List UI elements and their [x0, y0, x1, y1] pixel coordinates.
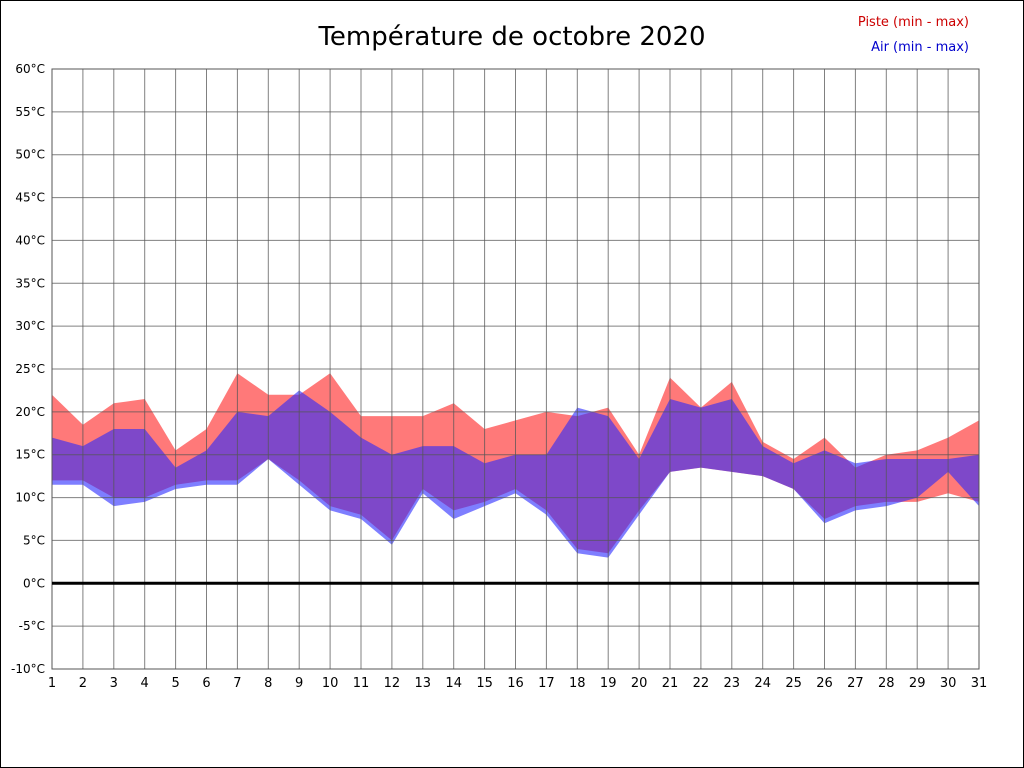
- y-tick-label: 35°C: [15, 276, 45, 290]
- y-tick-label: -5°C: [19, 619, 45, 633]
- x-tick-label: 3: [110, 676, 118, 691]
- y-tick-label: 25°C: [15, 362, 45, 376]
- y-tick-label: 45°C: [15, 191, 45, 205]
- plot-border: [51, 68, 980, 670]
- x-tick-label: 15: [476, 676, 493, 691]
- y-tick-label: 40°C: [15, 233, 45, 247]
- x-tick-label: 27: [847, 676, 864, 691]
- x-tick-label: 23: [724, 676, 741, 691]
- x-tick-label: 29: [909, 676, 926, 691]
- x-tick-label: 31: [971, 676, 988, 691]
- x-tick-label: 1: [48, 676, 56, 691]
- x-tick-label: 11: [353, 676, 370, 691]
- x-tick-label: 12: [384, 676, 401, 691]
- x-tick-label: 2: [79, 676, 87, 691]
- x-tick-label: 17: [538, 676, 555, 691]
- y-tick-label: 55°C: [15, 105, 45, 119]
- x-tick-label: 13: [415, 676, 432, 691]
- y-tick-label: 20°C: [15, 405, 45, 419]
- x-tick-label: 7: [233, 676, 241, 691]
- x-tick-label: 19: [600, 676, 617, 691]
- x-tick-label: 10: [322, 676, 339, 691]
- x-tick-label: 16: [507, 676, 524, 691]
- x-tick-label: 4: [141, 676, 149, 691]
- x-tick-label: 6: [202, 676, 210, 691]
- x-tick-label: 30: [940, 676, 957, 691]
- x-tick-label: 20: [631, 676, 648, 691]
- legend-piste-label: Piste (min - max): [857, 15, 969, 30]
- chart-title: Température de octobre 2020: [318, 22, 706, 52]
- y-tick-label: 5°C: [23, 533, 45, 547]
- y-tick-label: 50°C: [15, 148, 45, 162]
- x-tick-label: 8: [264, 676, 272, 691]
- x-tick-label: 9: [295, 676, 303, 691]
- x-tick-label: 28: [878, 676, 895, 691]
- x-tick-label: 14: [445, 676, 462, 691]
- y-tick-label: 10°C: [15, 491, 45, 505]
- chart-legend: Piste (min - max) Air (min - max): [858, 11, 969, 60]
- x-tick-label: 25: [785, 676, 802, 691]
- y-tick-label: 0°C: [23, 576, 45, 590]
- x-tick-label: 5: [171, 676, 179, 691]
- y-tick-label: 15°C: [15, 448, 45, 462]
- x-tick-label: 24: [754, 676, 771, 691]
- x-tick-label: 21: [662, 676, 679, 691]
- y-tick-label: 60°C: [15, 62, 45, 76]
- legend-air-label: Air (min - max): [871, 39, 969, 55]
- x-tick-label: 18: [569, 676, 586, 691]
- y-tick-label: 30°C: [15, 319, 45, 333]
- y-tick-label: -10°C: [11, 662, 45, 676]
- x-tick-label: 26: [816, 676, 833, 691]
- x-tick-label: 22: [693, 676, 710, 691]
